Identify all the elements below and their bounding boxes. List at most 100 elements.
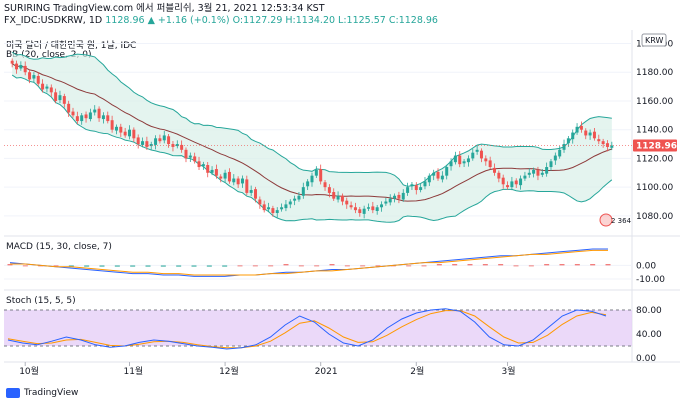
stoch-indicator-label[interactable]: Stoch (15, 5, 5) — [6, 296, 76, 306]
macd-histogram-bar — [53, 265, 59, 267]
macd-indicator-label[interactable]: MACD (15, 30, close, 7) — [6, 242, 112, 252]
candle-body — [258, 199, 262, 205]
candle-body — [201, 164, 205, 167]
candle-body — [362, 208, 366, 214]
x-tick-label: 12월 — [219, 365, 239, 377]
last-price: 1128.96 — [105, 15, 145, 26]
price-tick-label: 1160.00 — [636, 97, 673, 107]
x-tick-label: 11월 — [123, 365, 143, 377]
candle-body — [453, 155, 457, 163]
candle-body — [271, 208, 275, 214]
candle-body — [332, 192, 336, 199]
candle-body — [427, 175, 431, 183]
stoch-tick-label: 0.00 — [636, 354, 656, 364]
x-tick-label: 10월 — [19, 365, 39, 377]
candle-body — [227, 171, 231, 182]
main-pane-title: 미국 달러 / 대한민국 원, 1날, IDC — [6, 41, 137, 51]
candle-body — [410, 184, 414, 187]
bb-indicator-label[interactable]: BB (20, close, 2, 0) — [6, 50, 92, 60]
ohlc-values: O:1127.29 H:1134.20 L:1125.57 C:1128.96 — [232, 15, 438, 26]
candle-body — [93, 109, 97, 113]
candle-body — [432, 172, 436, 176]
candle-body — [236, 178, 240, 185]
macd-histogram-bar — [206, 265, 212, 267]
macd-histogram-bar — [252, 265, 258, 267]
candle-body — [28, 72, 32, 80]
candle-body — [45, 86, 49, 89]
candle-body — [340, 195, 344, 202]
price-change: +1.16 (+0.1%) — [157, 15, 230, 26]
tradingview-logo-icon — [6, 388, 20, 398]
last-price-tag — [633, 139, 677, 152]
candle-body — [506, 185, 510, 188]
candle-body — [462, 161, 466, 164]
macd-histogram-bar — [84, 265, 90, 267]
candle-body — [80, 115, 84, 122]
candle-body — [479, 150, 483, 159]
candle-body — [527, 172, 531, 175]
macd-histogram-bar — [160, 265, 166, 267]
macd-histogram-bar — [314, 265, 320, 267]
macd-histogram-bar — [68, 265, 74, 267]
candle-body — [445, 167, 449, 176]
candle-body — [401, 192, 405, 200]
candle-body — [310, 175, 314, 183]
candle-body — [371, 206, 375, 211]
macd-histogram-bar — [528, 265, 534, 267]
macd-histogram-bar — [590, 264, 596, 266]
macd-histogram-bar — [498, 264, 504, 266]
price-tick-label: 1180.00 — [636, 68, 673, 78]
candle-body — [588, 132, 592, 136]
candle-body — [141, 141, 145, 145]
publish-line: SURIRING TradingView.com 에서 퍼블리쉬, 3월 21,… — [4, 3, 325, 14]
candle-body — [210, 169, 214, 173]
macd-histogram-bar — [22, 265, 28, 267]
brand-name: TradingView — [24, 388, 79, 398]
macd-histogram-bar — [145, 265, 151, 267]
macd-signal-line — [10, 249, 608, 276]
candle-body — [540, 172, 544, 175]
footer-brand[interactable]: TradingView — [6, 388, 78, 398]
candle-body — [327, 187, 331, 193]
macd-line — [9, 248, 608, 277]
candle-body — [553, 155, 557, 161]
candle-body — [284, 204, 288, 209]
candle-body — [62, 96, 66, 104]
macd-histogram-bar — [237, 265, 243, 267]
macd-histogram-bar — [130, 265, 136, 267]
currency-badge — [641, 33, 667, 47]
candle-body — [41, 83, 45, 90]
stoch-d-line — [7, 310, 607, 349]
macd-histogram-bar — [344, 265, 350, 267]
candle-body — [319, 169, 323, 182]
candle-body — [275, 210, 279, 214]
candle-body — [267, 207, 271, 210]
candle-body — [67, 103, 71, 113]
bb-upper-line — [11, 51, 612, 187]
candle-body — [97, 108, 101, 119]
candle-body — [240, 178, 244, 184]
candle-body — [214, 169, 218, 176]
candle-body — [358, 209, 362, 214]
candle-body — [571, 132, 575, 140]
candle-body — [223, 172, 227, 179]
macd-histogram-bar — [99, 265, 105, 267]
candle-body — [414, 185, 418, 191]
candle-body — [523, 175, 527, 179]
macd-histogram-bar — [176, 265, 182, 267]
candle-body — [436, 171, 440, 179]
candle-body — [288, 201, 292, 205]
candle-body — [388, 198, 392, 203]
macd-histogram-bar — [482, 264, 488, 266]
candle-body — [488, 160, 492, 168]
candle-body — [123, 131, 127, 136]
macd-histogram-bar — [114, 265, 120, 267]
candle-body — [458, 155, 462, 165]
currency-badge-label: KRW — [645, 36, 663, 45]
candle-body — [519, 178, 523, 186]
candle-body — [10, 60, 14, 64]
candle-body — [154, 138, 158, 145]
candle-body — [558, 149, 562, 157]
candle-body — [484, 158, 488, 162]
